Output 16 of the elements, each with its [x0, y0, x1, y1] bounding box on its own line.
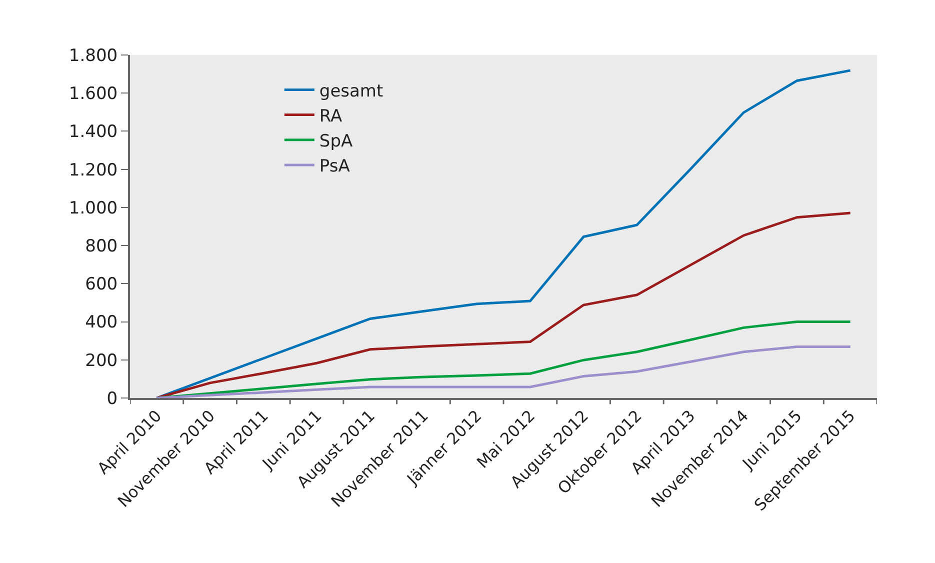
- y-tick-label: 600: [85, 274, 118, 295]
- y-tick-label: 1.000: [68, 198, 118, 218]
- line-series: [155, 345, 852, 398]
- y-tick-label: 1.600: [68, 84, 118, 104]
- y-tick-label: 0: [106, 388, 118, 409]
- legend-label: PsA: [319, 156, 350, 177]
- y-tick-label: 400: [85, 312, 118, 333]
- line-series: [155, 69, 852, 398]
- y-tick-label: 200: [85, 350, 118, 371]
- y-tick-label: 800: [85, 236, 118, 257]
- legend-label: gesamt: [319, 81, 384, 102]
- legend-label: SpA: [319, 132, 353, 152]
- y-tick-label: 1.400: [68, 122, 118, 142]
- legend-label: RA: [319, 106, 343, 126]
- y-tick-label: 1.800: [68, 46, 118, 66]
- y-tick-label: 1.200: [68, 160, 118, 180]
